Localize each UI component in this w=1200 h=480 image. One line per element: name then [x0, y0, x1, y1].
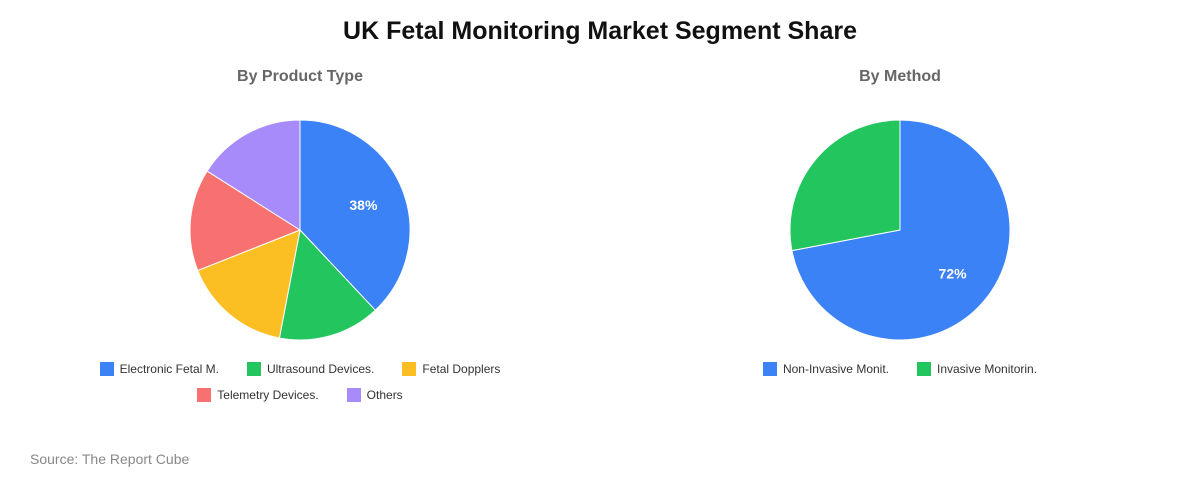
- legend-swatch-icon: [246, 362, 261, 376]
- slice-label: 38%: [349, 197, 378, 213]
- method-pie: 72%: [790, 120, 1010, 340]
- legend-row: Non-Invasive Monit. Invasive Monitorin.: [720, 356, 1080, 382]
- legend-swatch-icon: [99, 362, 114, 376]
- legend-swatch-icon: [917, 362, 931, 376]
- legend-item[interactable]: Others: [346, 388, 403, 402]
- pie-slice: [791, 120, 1010, 340]
- pie-slice: [197, 229, 301, 339]
- product-type-subtitle: By Product Type: [237, 68, 363, 85]
- legend-item[interactable]: Non-Invasive Monit.: [762, 362, 889, 376]
- legend-row: Electronic Fetal M. Ultrasound Devices. Fe…: [40, 356, 560, 382]
- legend-label: Electronic Fetal M.: [119, 362, 219, 376]
- legend-swatch-icon: [346, 388, 361, 402]
- product-type-legend: Electronic Fetal M. Ultrasound Devices. Fe…: [40, 356, 560, 408]
- chart-title: UK Fetal Monitoring Market Segment Share: [343, 17, 857, 45]
- legend-item[interactable]: Ultrasound Devices.: [246, 362, 375, 376]
- pie-slice: [190, 170, 302, 272]
- slice-label: 72%: [939, 265, 968, 281]
- pie-slice: [790, 120, 901, 252]
- legend-swatch-icon: [197, 388, 212, 402]
- legend-item[interactable]: Fetal Dopplers: [402, 362, 500, 376]
- method-subtitle: By Method: [859, 68, 941, 85]
- legend-item[interactable]: Electronic Fetal M.: [99, 362, 219, 376]
- legend-label: Ultrasound Devices.: [266, 362, 375, 376]
- legend-item[interactable]: Invasive Monitorin.: [917, 362, 1037, 376]
- pie-slice: [278, 228, 377, 340]
- pie-slice: [299, 120, 410, 311]
- source-note: Source: The Report Cube: [30, 451, 190, 467]
- product-type-pie: 38%: [190, 120, 410, 340]
- legend-row: Telemetry Devices. Others: [40, 382, 560, 408]
- legend-item[interactable]: Telemetry Devices.: [197, 388, 319, 402]
- legend-label: Others: [366, 388, 403, 402]
- pie-slice: [206, 120, 301, 231]
- legend-label: Telemetry Devices.: [217, 388, 319, 402]
- legend-label: Non-Invasive Monit.: [782, 362, 889, 376]
- legend-swatch-icon: [762, 362, 777, 376]
- legend-label: Fetal Dopplers: [422, 362, 501, 376]
- method-legend: Non-Invasive Monit. Invasive Monitorin.: [720, 356, 1080, 382]
- legend-swatch-icon: [402, 362, 417, 376]
- legend-label: Invasive Monitorin.: [937, 362, 1038, 376]
